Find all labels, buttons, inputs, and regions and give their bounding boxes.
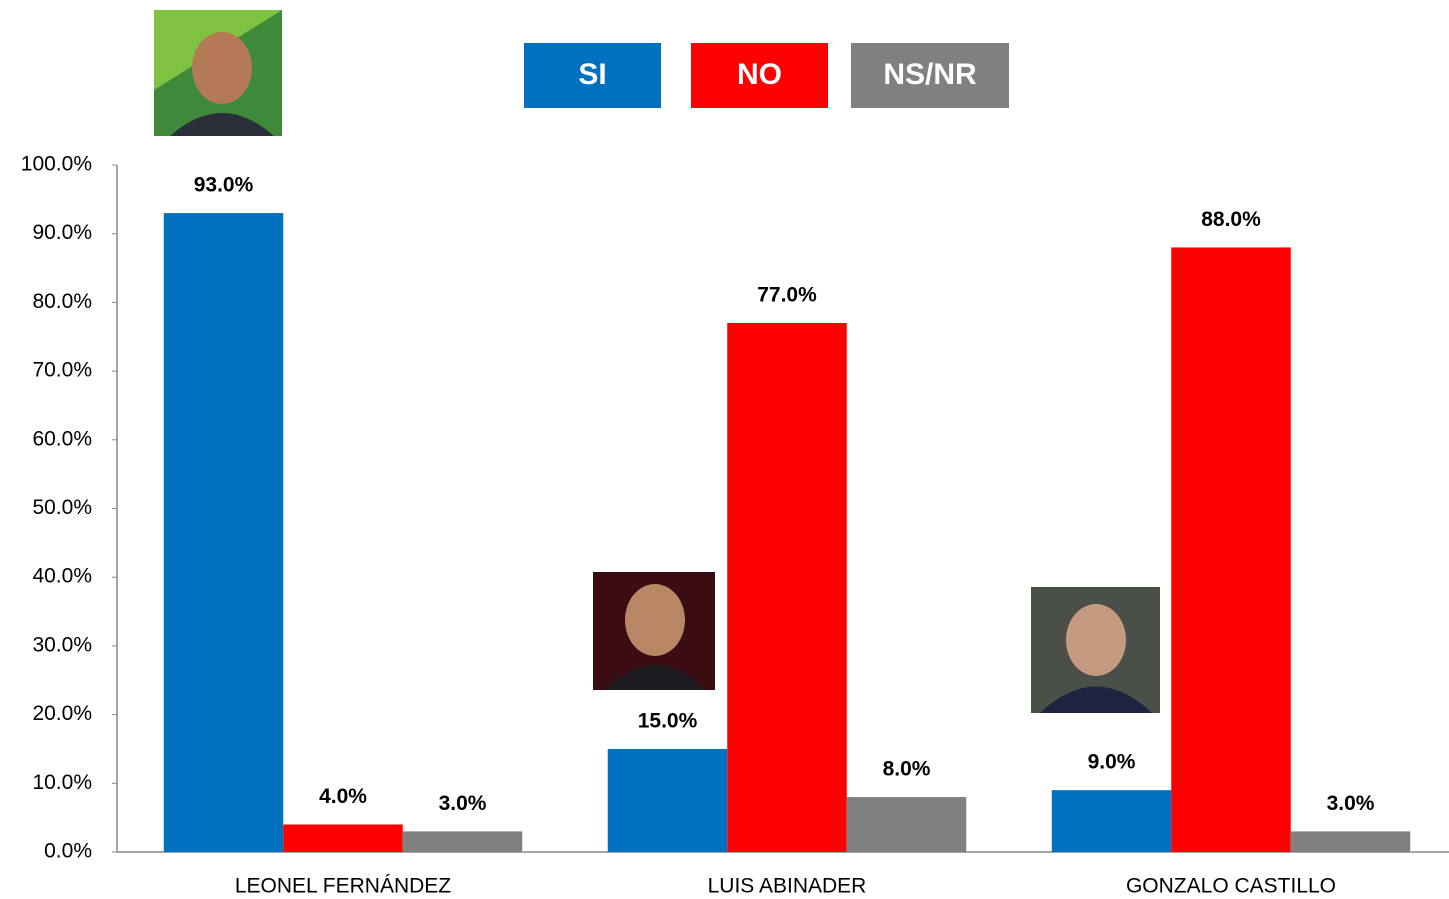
x-tick-label: LEONEL FERNÁNDEZ <box>235 875 451 898</box>
legend-label: SI <box>578 58 606 91</box>
value-label: 8.0% <box>883 758 931 781</box>
x-tick-label: LUIS ABINADER <box>708 875 867 898</box>
bar <box>607 748 728 852</box>
y-tick-label: 100.0% <box>21 153 92 176</box>
legend-swatch <box>691 43 828 108</box>
bar <box>727 323 847 852</box>
y-tick-label: 80.0% <box>32 290 92 313</box>
value-label: 9.0% <box>1088 751 1136 774</box>
bar <box>1171 247 1291 852</box>
value-label: 77.0% <box>757 284 817 307</box>
y-tick-label: 50.0% <box>32 496 92 519</box>
legend-swatch <box>851 43 1009 108</box>
bar <box>1051 790 1172 852</box>
legend-swatch <box>524 43 661 108</box>
photo-luis <box>593 572 715 690</box>
y-tick-label: 10.0% <box>32 771 92 794</box>
y-tick-label: 20.0% <box>32 702 92 725</box>
bar <box>163 213 284 853</box>
bar <box>283 824 403 852</box>
legend-label: NS/NR <box>883 58 977 91</box>
bar <box>1290 831 1411 852</box>
photo-leonel <box>154 10 282 136</box>
x-tick-label: GONZALO CASTILLO <box>1126 875 1336 898</box>
value-label: 15.0% <box>638 709 698 732</box>
y-tick-label: 30.0% <box>32 633 92 656</box>
photo-gonzalo <box>1031 587 1160 713</box>
y-tick-label: 0.0% <box>44 840 92 863</box>
value-label: 3.0% <box>1327 792 1375 815</box>
y-tick-label: 70.0% <box>32 359 92 382</box>
y-tick-label: 90.0% <box>32 221 92 244</box>
legend-label: NO <box>737 58 782 91</box>
value-label: 88.0% <box>1201 208 1261 231</box>
bar <box>402 831 523 852</box>
bar <box>846 797 967 852</box>
y-tick-label: 40.0% <box>32 565 92 588</box>
value-label: 93.0% <box>194 174 254 197</box>
value-label: 4.0% <box>319 785 367 808</box>
y-tick-label: 60.0% <box>32 427 92 450</box>
value-label: 3.0% <box>439 792 487 815</box>
